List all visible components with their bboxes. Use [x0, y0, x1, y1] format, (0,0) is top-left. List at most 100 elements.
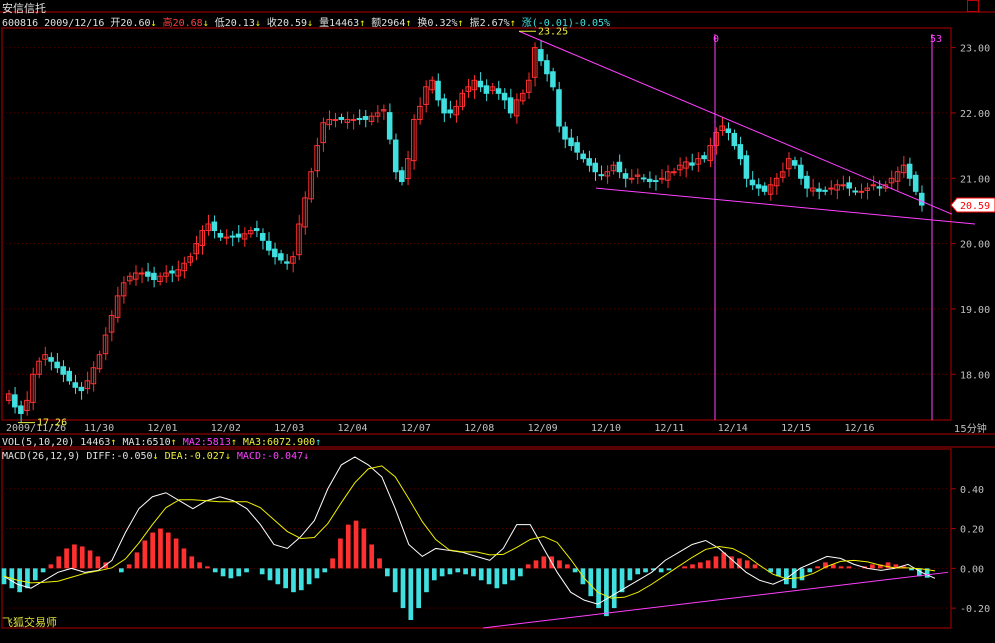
candle — [18, 405, 24, 414]
change-value: 涨(-0.01)-0.05% — [521, 18, 611, 29]
price-tick-label: 22.00 — [960, 109, 990, 120]
candle — [247, 230, 254, 235]
candle — [665, 171, 671, 181]
volume-indicator-bar: VOL(5,10,20) 14463↑ MA1:6510↑ MA2:5813↑ … — [2, 437, 321, 448]
candle — [828, 187, 834, 190]
candle — [199, 230, 206, 247]
candle — [501, 92, 508, 101]
candle — [24, 399, 30, 412]
candle — [435, 80, 441, 101]
candle — [683, 161, 689, 169]
price-tick-label: 19.00 — [960, 305, 990, 316]
candle — [918, 192, 925, 206]
candle — [417, 105, 423, 120]
candle — [791, 160, 798, 166]
candle — [272, 248, 278, 258]
candle — [852, 190, 858, 193]
candle — [411, 118, 417, 162]
candle — [562, 126, 568, 140]
arrow-up-icon: ↑ — [170, 437, 177, 448]
candle — [368, 115, 375, 122]
price-panel-frame — [1, 27, 952, 421]
candle — [671, 171, 677, 174]
candle — [574, 142, 580, 153]
candle — [900, 164, 907, 174]
macd-panel-frame — [1, 448, 952, 629]
app-watermark: 飞狐交易师 — [2, 616, 57, 629]
stock-code: 600816 — [2, 18, 39, 29]
candle — [822, 189, 828, 192]
candle — [586, 158, 592, 166]
close-icon[interactable] — [967, 0, 979, 12]
candle — [646, 178, 653, 183]
candle — [695, 158, 701, 165]
candle — [525, 79, 532, 93]
candle — [441, 98, 447, 114]
candle — [779, 171, 786, 178]
candle — [308, 171, 314, 200]
candle — [495, 88, 502, 94]
candle — [604, 171, 611, 177]
time-axis-label: 12/09 — [528, 423, 558, 434]
candle — [652, 180, 659, 183]
candle — [48, 357, 54, 362]
volume-value: 量14463 — [319, 18, 360, 29]
candle — [906, 163, 913, 179]
candle — [151, 272, 157, 281]
candle — [205, 223, 212, 232]
candle — [592, 162, 599, 173]
candle — [507, 97, 514, 114]
time-axis-label: 12/11 — [654, 423, 684, 434]
candle — [513, 99, 520, 117]
candle — [169, 270, 175, 274]
candle — [743, 155, 750, 179]
candle — [108, 314, 115, 333]
candle — [701, 155, 707, 160]
candle — [290, 256, 296, 264]
trendline-lower — [595, 187, 976, 225]
candle — [894, 171, 901, 182]
candle — [447, 109, 453, 114]
arrow-up-icon: ↑ — [405, 18, 412, 29]
candle — [429, 79, 435, 91]
candle — [102, 334, 109, 355]
candle — [737, 144, 744, 160]
candle — [332, 118, 339, 121]
candle — [489, 86, 496, 91]
macd-tick-label: 0.00 — [960, 564, 984, 575]
candle — [677, 164, 683, 171]
candle — [362, 116, 369, 120]
candle — [398, 170, 405, 183]
macd-diff: DIFF:-0.050 — [86, 451, 153, 462]
candle — [338, 117, 345, 120]
candle — [634, 174, 641, 177]
candle — [556, 89, 562, 127]
candle — [344, 118, 351, 123]
stock-name: 安信信托 — [2, 2, 46, 15]
high-price: 高20.68 — [162, 18, 203, 29]
candle — [320, 122, 326, 144]
candle — [211, 221, 218, 232]
candle — [265, 240, 272, 251]
candle — [689, 162, 695, 166]
candle — [731, 133, 738, 147]
candle — [84, 380, 91, 390]
macd-label: MACD(26,12,9) — [2, 451, 81, 462]
candle — [834, 184, 840, 191]
arrow-down-icon: ↓ — [150, 18, 157, 29]
candle — [719, 125, 725, 132]
candle — [326, 118, 332, 126]
time-axis-label: 12/14 — [718, 423, 748, 434]
candle — [60, 366, 66, 375]
candle — [120, 282, 127, 297]
candle — [755, 184, 762, 189]
candle — [840, 184, 846, 187]
candle — [66, 370, 73, 382]
candle — [90, 367, 97, 385]
candle — [30, 373, 36, 403]
candle — [72, 382, 79, 388]
candle — [175, 269, 181, 277]
candle — [761, 185, 768, 192]
candle — [477, 80, 484, 88]
